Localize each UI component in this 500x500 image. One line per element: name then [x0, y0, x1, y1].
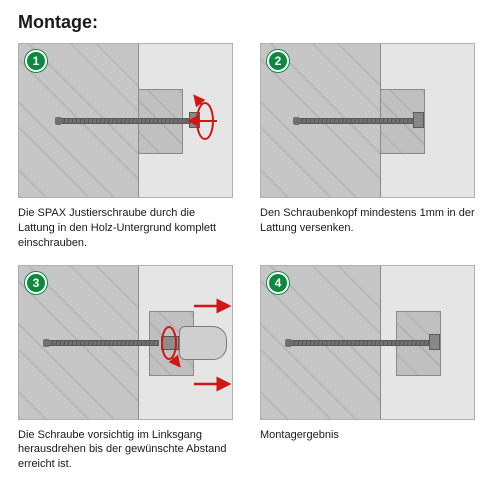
step-badge: 1 — [25, 50, 47, 72]
screw-icon — [291, 340, 431, 346]
step-caption: Die SPAX Justierschraube durch die Lattu… — [18, 206, 233, 251]
step-caption: Den Schraubenkopf mindestens 1mm in der … — [260, 206, 475, 250]
step-panel-2: 2 Den Schraubenkopf mindestens 1mm in de… — [260, 43, 482, 251]
screw-icon — [61, 118, 189, 124]
screw-head-icon — [413, 112, 424, 128]
step-badge: 4 — [267, 272, 289, 294]
step-image-2: 2 — [260, 43, 475, 198]
screw-icon — [49, 340, 159, 346]
step-panel-4: 4 Montagergebnis — [260, 265, 482, 473]
step-panel-3: 3 Die Schraube vorsichtig im Linksgang h… — [18, 265, 240, 473]
screw-head-icon — [189, 112, 200, 128]
step-badge: 2 — [267, 50, 289, 72]
step-caption: Die Schraube vorsichtig im Linksgang her… — [18, 428, 233, 473]
step-image-1: 1 — [18, 43, 233, 198]
step-image-3: 3 — [18, 265, 233, 420]
step-caption: Montagergebnis — [260, 428, 475, 472]
page-title: Montage: — [18, 12, 482, 33]
drill-chuck-icon — [161, 336, 179, 350]
steps-grid: 1 Die SPAX Justierschraube durch die Lat… — [18, 43, 482, 472]
step-badge: 3 — [25, 272, 47, 294]
step-image-4: 4 — [260, 265, 475, 420]
drill-icon — [179, 326, 227, 360]
screw-head-icon — [429, 334, 440, 350]
step-panel-1: 1 Die SPAX Justierschraube durch die Lat… — [18, 43, 240, 251]
screw-icon — [299, 118, 417, 124]
